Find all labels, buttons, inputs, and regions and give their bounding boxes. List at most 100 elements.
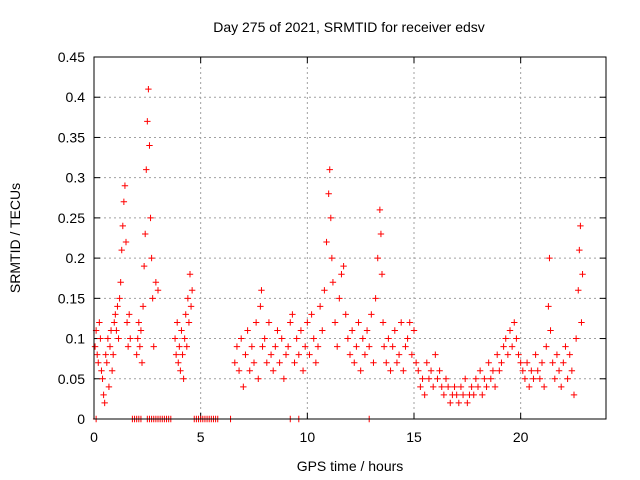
data-point bbox=[410, 327, 418, 334]
data-point bbox=[108, 367, 116, 374]
data-point bbox=[314, 343, 322, 350]
plot-frame bbox=[93, 56, 607, 420]
data-point bbox=[366, 343, 373, 350]
data-point bbox=[238, 335, 245, 342]
data-point bbox=[258, 287, 265, 294]
data-point bbox=[293, 335, 300, 342]
data-point bbox=[549, 359, 556, 366]
data-point bbox=[116, 295, 123, 302]
data-point bbox=[344, 335, 352, 342]
data-point bbox=[142, 230, 149, 238]
data-point bbox=[336, 295, 343, 302]
data-point bbox=[427, 367, 435, 374]
data-point bbox=[379, 319, 387, 326]
data-point bbox=[348, 327, 356, 334]
data-point bbox=[395, 351, 403, 358]
data-point bbox=[255, 375, 262, 382]
data-point bbox=[143, 166, 150, 173]
data-point bbox=[494, 351, 501, 358]
data-point bbox=[124, 343, 132, 350]
data-point bbox=[455, 399, 462, 407]
data-point bbox=[444, 383, 452, 391]
grid-lines bbox=[94, 57, 606, 419]
data-point bbox=[276, 359, 283, 366]
data-point bbox=[110, 351, 117, 358]
data-point bbox=[570, 391, 578, 399]
data-point bbox=[242, 351, 249, 358]
y-tick-label: 0.25 bbox=[58, 210, 85, 226]
data-point bbox=[329, 279, 337, 286]
x-tick-label: 0 bbox=[90, 429, 98, 445]
x-tick-label: 20 bbox=[513, 429, 529, 445]
data-point bbox=[139, 303, 147, 310]
data-point bbox=[105, 383, 113, 391]
data-point bbox=[572, 335, 580, 342]
data-point bbox=[182, 311, 189, 318]
data-point bbox=[248, 343, 256, 350]
data-point bbox=[171, 335, 179, 342]
data-point bbox=[231, 359, 238, 366]
data-point bbox=[97, 335, 104, 342]
data-point bbox=[186, 271, 194, 278]
data-point bbox=[355, 319, 362, 326]
data-point bbox=[568, 367, 576, 374]
data-point bbox=[100, 391, 107, 399]
data-point bbox=[526, 383, 533, 391]
data-point bbox=[521, 375, 529, 382]
data-point bbox=[250, 359, 258, 366]
data-point bbox=[517, 359, 524, 366]
data-point bbox=[99, 375, 106, 382]
data-point bbox=[530, 375, 537, 382]
data-point bbox=[479, 391, 486, 399]
data-point bbox=[267, 351, 275, 358]
data-point bbox=[363, 327, 371, 334]
data-point bbox=[357, 367, 364, 374]
data-point bbox=[152, 279, 160, 286]
data-point bbox=[257, 303, 264, 310]
data-point bbox=[140, 262, 148, 270]
data-point bbox=[545, 303, 552, 310]
data-point bbox=[117, 279, 124, 286]
data-point bbox=[513, 335, 520, 342]
data-point bbox=[377, 230, 385, 238]
data-point bbox=[259, 343, 266, 350]
data-point bbox=[553, 351, 561, 358]
data-point bbox=[101, 399, 108, 407]
data-point bbox=[536, 375, 544, 382]
data-point bbox=[188, 287, 196, 294]
data-point bbox=[434, 375, 441, 382]
data-point bbox=[560, 359, 567, 366]
data-point bbox=[312, 359, 320, 366]
data-point bbox=[491, 383, 499, 391]
data-point bbox=[270, 367, 277, 374]
data-point bbox=[432, 351, 439, 358]
data-point bbox=[419, 375, 426, 382]
data-point bbox=[558, 383, 565, 391]
data-point bbox=[95, 359, 102, 366]
data-point bbox=[340, 262, 347, 270]
data-point bbox=[180, 375, 187, 382]
data-point bbox=[538, 359, 546, 366]
data-point bbox=[91, 343, 99, 350]
data-point bbox=[147, 214, 154, 222]
data-point bbox=[402, 343, 409, 350]
data-point bbox=[289, 311, 296, 318]
data-point bbox=[126, 311, 133, 318]
data-point bbox=[523, 359, 531, 366]
data-point bbox=[291, 359, 298, 366]
data-point bbox=[244, 327, 251, 334]
data-point bbox=[120, 198, 128, 205]
data-point bbox=[174, 319, 181, 326]
data-point bbox=[474, 383, 482, 391]
data-point bbox=[504, 351, 512, 358]
data-point bbox=[302, 343, 309, 350]
data-point bbox=[145, 85, 152, 93]
data-point bbox=[328, 254, 336, 262]
data-point bbox=[506, 327, 514, 334]
data-point bbox=[436, 367, 443, 374]
data-point bbox=[370, 359, 377, 366]
data-point bbox=[496, 367, 503, 374]
data-point bbox=[508, 343, 516, 350]
data-point bbox=[578, 319, 585, 326]
data-point bbox=[389, 343, 396, 350]
